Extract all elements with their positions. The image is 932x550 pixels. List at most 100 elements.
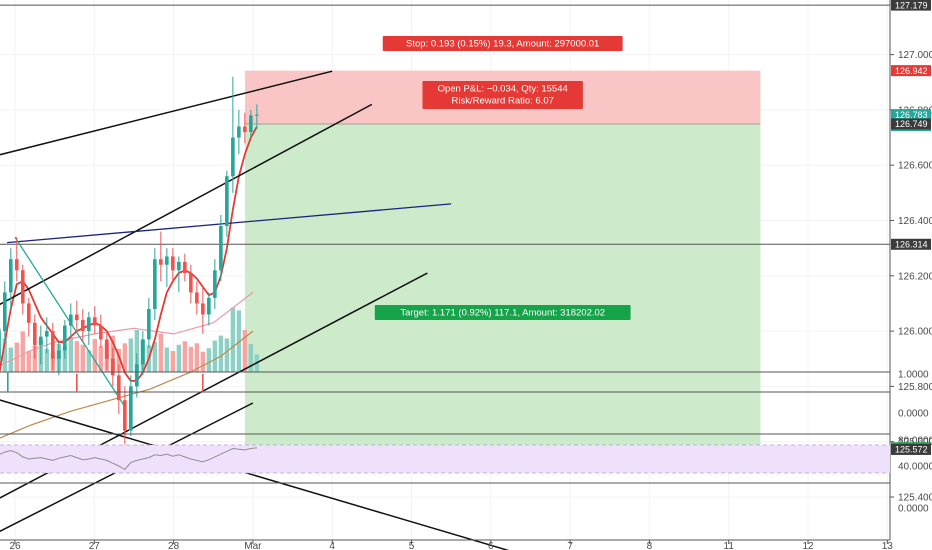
price-tag-label: 127.179 xyxy=(895,0,928,10)
volume-spike xyxy=(76,374,78,392)
rsi-line xyxy=(0,447,257,471)
time-tick-label: 28 xyxy=(168,541,180,550)
candle xyxy=(87,317,91,332)
position-zones[interactable] xyxy=(244,70,761,448)
price-tag-bg xyxy=(891,238,931,250)
candle xyxy=(195,292,199,304)
candle xyxy=(225,176,229,227)
volume-bar xyxy=(194,343,200,372)
candle xyxy=(231,137,235,177)
volume-bar xyxy=(134,330,140,372)
price-tick-label: 126.600 xyxy=(898,161,932,172)
candle xyxy=(129,386,133,431)
candle xyxy=(201,303,205,315)
stop-label-text: Stop: 0.193 (0.15%) 19.3, Amount: 297000… xyxy=(406,39,599,50)
open-pnl-label-text: Open P&L: −0.034, Qty: 15544 xyxy=(438,84,568,95)
price-tag-bg xyxy=(891,118,931,130)
volume-bar xyxy=(158,333,164,372)
time-tick-label: 13 xyxy=(882,541,894,550)
volume-bar xyxy=(242,330,248,372)
volume-bar xyxy=(44,348,50,372)
candle xyxy=(165,256,169,265)
volume-bar xyxy=(98,346,104,372)
volume-bar xyxy=(212,340,218,372)
time-tick-label: 11 xyxy=(724,541,735,550)
trendline xyxy=(0,103,373,306)
candle xyxy=(51,331,55,359)
price-tag-dark: 126.314 xyxy=(891,238,931,250)
candle xyxy=(183,261,187,274)
candle xyxy=(57,350,61,359)
candle xyxy=(93,317,97,326)
volume-bar xyxy=(92,339,98,372)
volume-bar xyxy=(236,310,242,372)
candle xyxy=(123,400,127,431)
volume-bar xyxy=(200,351,206,372)
volume-bar xyxy=(176,344,182,372)
stop-label: Stop: 0.193 (0.15%) 19.3, Amount: 297000… xyxy=(382,36,623,51)
price-tag-dark: 126.749 xyxy=(891,118,931,130)
volume-bar xyxy=(188,346,194,372)
trendline xyxy=(7,203,452,244)
candle xyxy=(69,314,73,326)
time-tick-label: 4 xyxy=(329,541,335,550)
price-axis-bg xyxy=(891,0,932,550)
candle xyxy=(171,256,175,271)
candle xyxy=(147,308,151,340)
time-tick-label: Mar xyxy=(244,541,262,550)
candle xyxy=(99,325,103,340)
time-axis[interactable]: 26 27 28 Mar 4 5 6 7 8 11 12 13 xyxy=(9,540,893,550)
price-tag-label: 126.314 xyxy=(895,239,928,249)
price-tag-bg xyxy=(891,443,931,455)
time-tick-label: 27 xyxy=(89,541,101,550)
volume-bar xyxy=(74,341,80,372)
time-tick-label: 8 xyxy=(647,541,653,550)
candle xyxy=(177,261,181,271)
candle xyxy=(255,114,259,116)
candles xyxy=(0,76,259,445)
price-tag-dark: 125.572 xyxy=(891,443,931,455)
volume-bar xyxy=(2,338,7,372)
volume-bar xyxy=(116,348,122,372)
candle xyxy=(243,126,247,133)
candle xyxy=(213,270,217,298)
volume-bar xyxy=(62,346,68,372)
target-label: Target: 1.171 (0.92%) 117.1, Amount: 318… xyxy=(374,305,631,320)
price-tick-label: 126.200 xyxy=(898,271,932,282)
candle xyxy=(111,358,115,376)
rsi-pane xyxy=(0,444,890,474)
price-tag-bg xyxy=(891,0,931,11)
time-tick-label: 12 xyxy=(802,541,814,550)
candle xyxy=(153,259,157,309)
volume-tick-label: 0.0000 xyxy=(898,409,929,420)
candle xyxy=(9,259,13,293)
candle xyxy=(141,339,145,365)
candle xyxy=(27,303,31,323)
candle xyxy=(189,273,193,293)
volume-bar xyxy=(164,347,170,372)
candle xyxy=(81,320,85,332)
candle xyxy=(2,292,7,332)
price-tag-current: 126.783 xyxy=(891,109,931,121)
price-tick-label: 127.000 xyxy=(898,50,932,61)
price-axis[interactable]: 127.000126.800126.600126.400126.200126.0… xyxy=(890,0,932,550)
trendline xyxy=(0,70,333,156)
candle xyxy=(75,314,79,321)
volume-bar xyxy=(182,341,188,372)
rsi-band xyxy=(0,445,890,473)
candle xyxy=(237,126,241,138)
price-tag-label: 126.783 xyxy=(895,110,928,120)
volume-bar xyxy=(206,348,212,372)
time-tick-label: 5 xyxy=(409,541,415,550)
candle xyxy=(117,375,121,401)
volume-bar xyxy=(152,341,158,372)
ma-fast-line xyxy=(0,126,258,382)
volume-bar xyxy=(230,307,236,372)
volume-bar xyxy=(224,338,230,372)
price-tag-label: 126.749 xyxy=(895,119,928,129)
price-tick-label: 126.000 xyxy=(898,327,932,338)
candle xyxy=(135,364,139,387)
target-label-text: Target: 1.171 (0.92%) 117.1, Amount: 318… xyxy=(400,308,605,319)
candle xyxy=(0,331,1,359)
